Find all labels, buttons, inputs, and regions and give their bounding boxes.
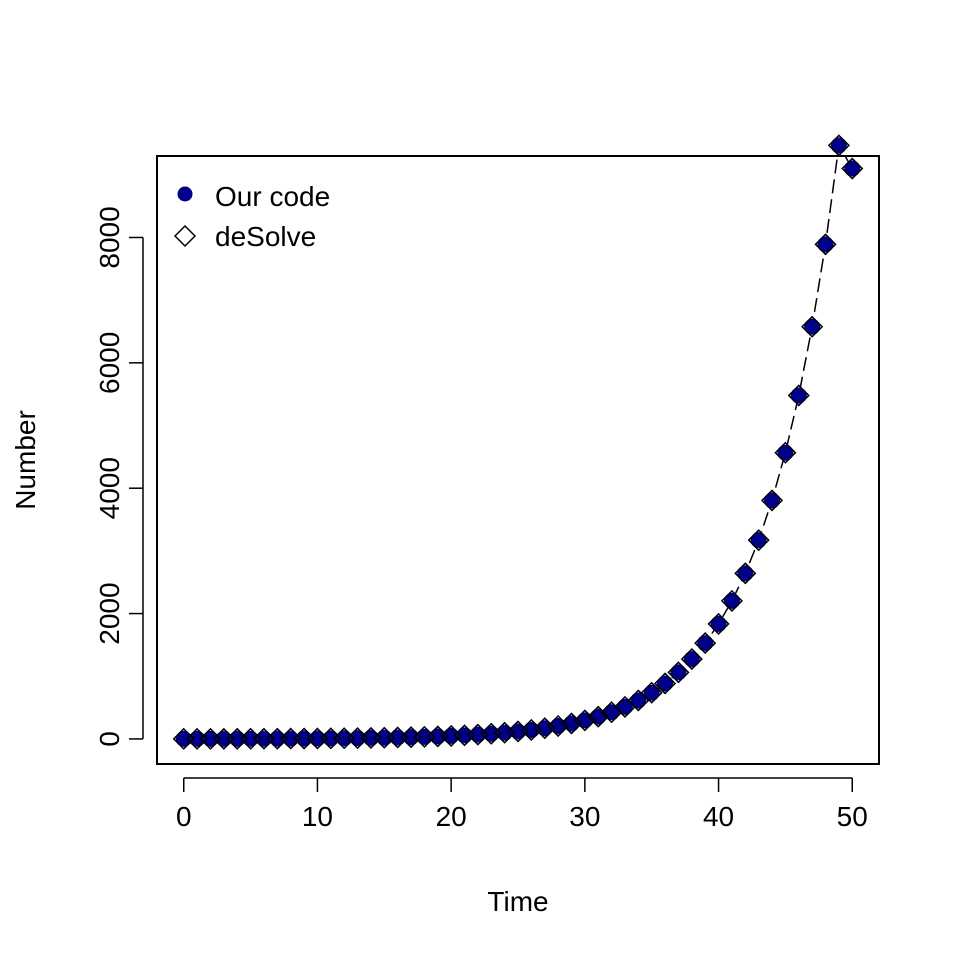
y-tick-label: 4000 — [94, 457, 125, 519]
desolve-point — [573, 709, 596, 732]
desolve-point — [640, 681, 663, 704]
desolve-point — [547, 714, 570, 738]
desolve-point — [587, 705, 610, 728]
desolve-point — [627, 689, 650, 712]
our-code-points — [175, 137, 861, 747]
our-code-point — [697, 635, 714, 652]
x-tick-label: 10 — [302, 801, 333, 832]
x-axis-title: Time — [487, 886, 548, 917]
desolve-point — [493, 721, 516, 744]
our-code-point — [804, 318, 821, 335]
our-code-point — [616, 698, 633, 715]
our-code-point — [710, 615, 727, 632]
our-code-point — [777, 444, 794, 461]
desolve-point — [680, 648, 703, 671]
desolve-point — [841, 157, 864, 180]
y-axis-title: Number — [10, 410, 41, 510]
our-code-point — [764, 492, 781, 509]
our-code-point — [643, 684, 660, 701]
desolve-point — [814, 233, 837, 256]
desolve-point — [720, 589, 743, 612]
y-tick-label: 2000 — [94, 582, 125, 644]
y-tick-label: 0 — [94, 731, 125, 747]
our-code-point — [723, 592, 740, 609]
desolve-point — [707, 612, 730, 635]
desolve-point — [787, 384, 810, 407]
desolve-point — [654, 672, 677, 695]
desolve-point — [667, 661, 690, 684]
our-code-point — [630, 692, 647, 709]
desolve-point — [827, 134, 850, 157]
x-tick-label: 20 — [436, 801, 467, 832]
x-tick-label: 50 — [837, 801, 868, 832]
desolve-point — [774, 441, 797, 464]
desolve-point — [520, 718, 543, 742]
y-tick-label: 8000 — [94, 206, 125, 268]
legend-label-our-code: Our code — [215, 181, 330, 212]
legend-marker-our-code — [177, 186, 193, 202]
desolve-point — [747, 529, 770, 552]
x-tick-label: 30 — [569, 801, 600, 832]
y-tick-label: 6000 — [94, 332, 125, 394]
desolve-point — [694, 632, 717, 655]
plot-frame — [156, 155, 880, 765]
our-code-point — [670, 664, 687, 681]
y-axis: 0 2000 4000 6000 8000 — [94, 206, 144, 747]
our-code-point — [790, 387, 807, 404]
our-code-point — [750, 532, 767, 549]
legend-label-desolve: deSolve — [215, 221, 316, 252]
desolve-point — [560, 712, 583, 735]
our-code-point — [830, 137, 847, 154]
desolve-point — [600, 701, 623, 724]
our-code-point — [817, 236, 834, 253]
x-axis: 0 10 20 30 40 50 — [176, 777, 868, 832]
desolve-point — [506, 720, 530, 743]
our-code-point — [683, 651, 700, 668]
desolve-point — [734, 562, 757, 585]
desolve-point — [801, 315, 824, 338]
x-tick-label: 0 — [176, 801, 192, 832]
our-code-point — [844, 160, 861, 177]
x-tick-label: 40 — [703, 801, 734, 832]
our-code-point — [737, 565, 754, 582]
desolve-point — [533, 717, 556, 740]
our-code-point — [657, 675, 674, 692]
desolve-points — [172, 134, 864, 750]
desolve-point — [760, 489, 784, 512]
legend-marker-desolve — [173, 224, 197, 248]
legend: Our code deSolve — [173, 181, 330, 252]
